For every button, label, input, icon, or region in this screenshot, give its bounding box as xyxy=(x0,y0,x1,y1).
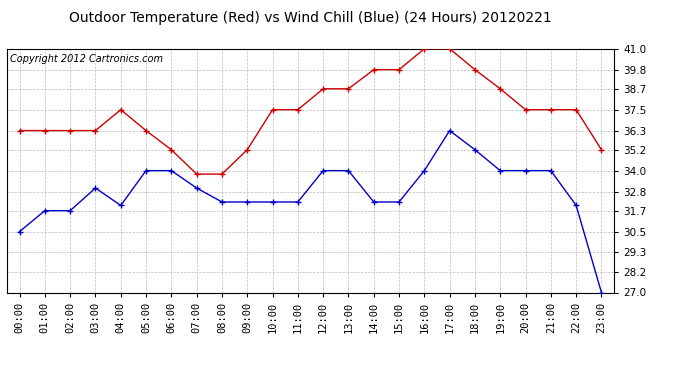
Text: Outdoor Temperature (Red) vs Wind Chill (Blue) (24 Hours) 20120221: Outdoor Temperature (Red) vs Wind Chill … xyxy=(69,11,552,25)
Text: Copyright 2012 Cartronics.com: Copyright 2012 Cartronics.com xyxy=(10,54,163,64)
